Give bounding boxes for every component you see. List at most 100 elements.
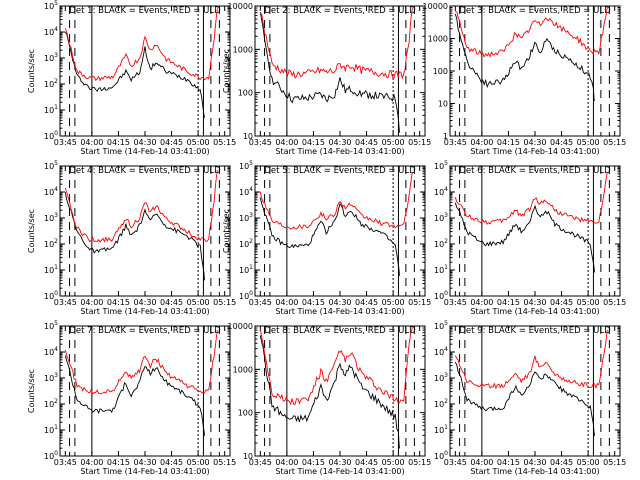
y-tick-label: 1000 <box>233 45 253 54</box>
x-tick-label: 04:30 <box>523 458 546 467</box>
x-axis-label: Start Time (14-Feb-14 03:41:00) <box>470 147 599 156</box>
events-series-line <box>454 13 595 101</box>
y-tick-exponent: 4 <box>444 186 448 193</box>
x-tick-label: 03:45 <box>54 298 77 307</box>
x-tick-label: 04:45 <box>355 138 378 147</box>
panel-det-7: Det 7: BLACK = Events, RED = ULD10010110… <box>27 320 236 476</box>
x-tick-label: 04:00 <box>275 298 298 307</box>
y-tick-exponent: 2 <box>444 238 448 245</box>
x-tick-label: 04:45 <box>160 138 183 147</box>
x-tick-label: 04:15 <box>497 138 520 147</box>
x-tick-label: 05:15 <box>408 298 431 307</box>
x-tick-label: 04:00 <box>470 458 493 467</box>
uld-series-line <box>64 169 218 243</box>
y-tick-label: 10 <box>243 452 253 461</box>
y-axis-label: Counts/sec <box>222 209 231 253</box>
y-tick-exponent: 3 <box>444 372 448 379</box>
panel-det-2: Det 2: BLACK = Events, RED = ULD10100100… <box>222 2 431 156</box>
x-tick-label: 05:00 <box>187 458 210 467</box>
x-tick-label: 03:45 <box>249 458 272 467</box>
y-tick-label: 102 <box>434 238 448 249</box>
x-tick-label: 03:45 <box>249 298 272 307</box>
y-tick-label: 100 <box>434 450 448 461</box>
x-tick-label: 05:15 <box>603 458 626 467</box>
x-tick-label: 05:15 <box>213 138 236 147</box>
y-tick-label: 103 <box>44 52 58 63</box>
x-tick-label: 04:00 <box>275 138 298 147</box>
x-tick-label: 04:00 <box>80 298 103 307</box>
y-tick-label: 101 <box>44 264 58 275</box>
x-tick-label: 05:00 <box>382 458 405 467</box>
y-tick-label: 105 <box>44 320 58 331</box>
plot-frame <box>449 165 621 297</box>
x-tick-label: 04:30 <box>133 298 156 307</box>
x-tick-label: 04:45 <box>160 458 183 467</box>
x-tick-label: 04:30 <box>328 298 351 307</box>
y-tick-label: 104 <box>434 346 448 357</box>
y-tick-label: 100 <box>44 290 58 301</box>
x-tick-label: 05:00 <box>187 138 210 147</box>
y-tick-exponent: 1 <box>444 264 448 271</box>
y-tick-exponent: 0 <box>444 290 448 297</box>
x-axis-label: Start Time (14-Feb-14 03:41:00) <box>80 147 209 156</box>
x-tick-label: 04:00 <box>275 458 298 467</box>
x-tick-label: 04:30 <box>523 298 546 307</box>
x-tick-label: 04:30 <box>523 138 546 147</box>
x-tick-label: 05:00 <box>577 298 600 307</box>
x-tick-label: 03:45 <box>54 458 77 467</box>
y-tick-exponent: 0 <box>54 130 58 137</box>
x-tick-label: 04:45 <box>355 458 378 467</box>
x-tick-label: 04:15 <box>107 138 130 147</box>
x-tick-label: 04:45 <box>550 298 573 307</box>
y-tick-exponent: 0 <box>54 450 58 457</box>
x-tick-label: 05:15 <box>408 138 431 147</box>
x-tick-label: 04:15 <box>302 458 325 467</box>
y-axis-label: Counts/sec <box>27 209 36 253</box>
y-tick-label: 105 <box>44 0 58 11</box>
x-tick-label: 04:30 <box>133 458 156 467</box>
y-tick-label: 100 <box>44 130 58 141</box>
plot-frame <box>59 325 231 457</box>
y-tick-exponent: 5 <box>54 0 58 7</box>
uld-series-line <box>64 329 218 395</box>
y-tick-exponent: 4 <box>444 346 448 353</box>
y-tick-exponent: 2 <box>249 238 253 245</box>
y-tick-exponent: 5 <box>54 320 58 327</box>
y-tick-exponent: 3 <box>54 52 58 59</box>
y-tick-label: 100 <box>238 409 253 418</box>
y-tick-label: 100 <box>44 450 58 461</box>
uld-series-line <box>454 329 608 390</box>
y-tick-exponent: 3 <box>249 212 253 219</box>
y-axis-label: Counts/sec <box>27 369 36 413</box>
y-tick-label: 101 <box>434 424 448 435</box>
y-tick-label: 102 <box>44 238 58 249</box>
uld-series-line <box>454 171 608 225</box>
x-tick-label: 05:15 <box>408 458 431 467</box>
uld-series-line <box>259 327 413 406</box>
x-tick-label: 04:00 <box>470 298 493 307</box>
y-tick-exponent: 0 <box>249 290 253 297</box>
y-tick-label: 1000 <box>233 365 253 374</box>
y-tick-label: 103 <box>434 372 448 383</box>
y-tick-label: 100 <box>238 89 253 98</box>
y-tick-label: 102 <box>239 238 253 249</box>
plot-frame <box>254 165 426 297</box>
x-tick-label: 05:15 <box>213 298 236 307</box>
uld-series-line <box>455 7 608 59</box>
x-tick-label: 04:45 <box>550 458 573 467</box>
y-tick-label: 101 <box>239 264 253 275</box>
panel-det-6: Det 6: BLACK = Events, RED = ULD10010110… <box>434 160 626 316</box>
y-tick-exponent: 5 <box>249 160 253 167</box>
events-series-line <box>64 31 205 118</box>
y-tick-label: 104 <box>44 346 58 357</box>
y-tick-label: 103 <box>44 372 58 383</box>
x-tick-label: 04:45 <box>355 298 378 307</box>
plot-frame <box>449 5 621 137</box>
y-tick-label: 1 <box>443 132 448 141</box>
y-tick-label: 104 <box>239 186 253 197</box>
x-axis-label: Start Time (14-Feb-14 03:41:00) <box>275 467 404 476</box>
x-tick-label: 05:00 <box>382 298 405 307</box>
panel-det-3: Det 3: BLACK = Events, RED = ULD11010010… <box>423 2 627 156</box>
x-tick-label: 03:45 <box>444 458 467 467</box>
events-series-line <box>259 197 400 276</box>
